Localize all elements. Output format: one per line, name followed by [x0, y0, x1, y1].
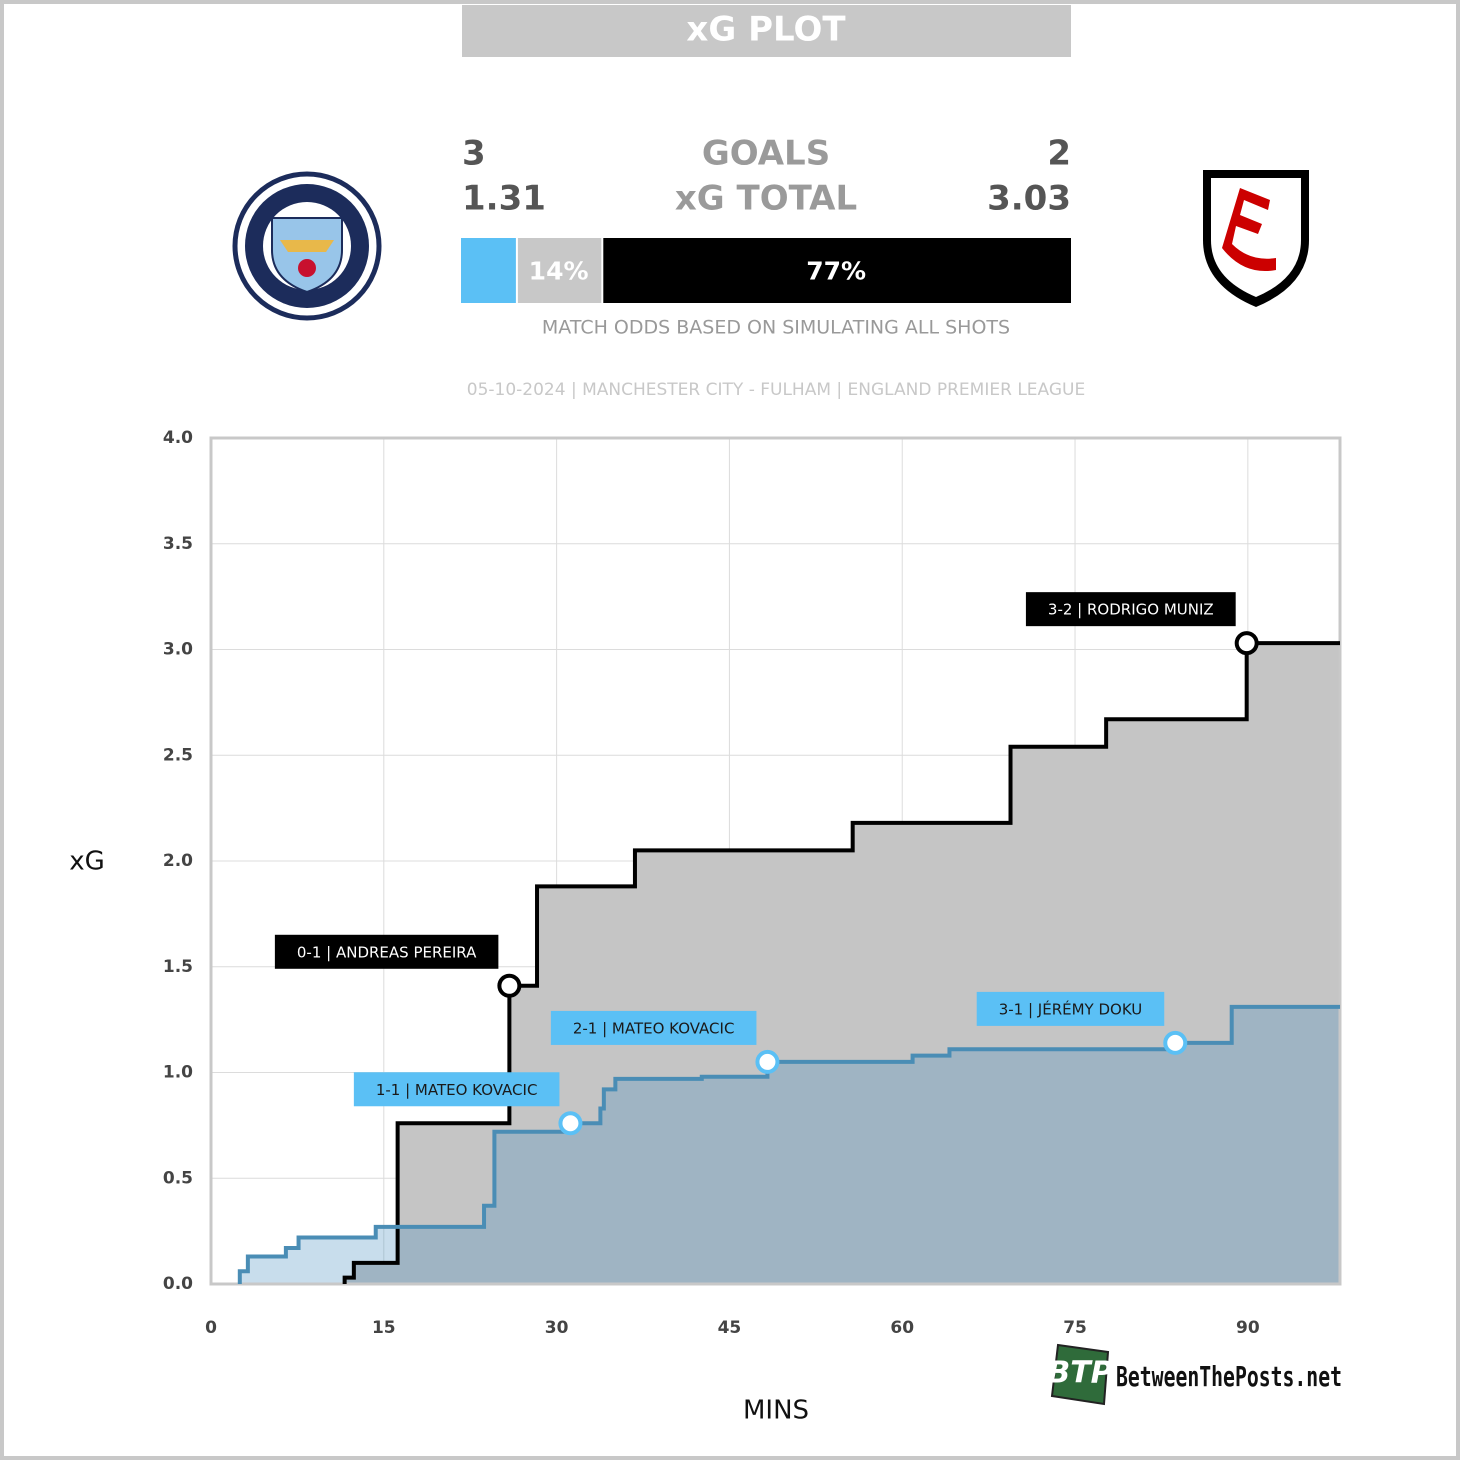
- credit-logo-text: BTP: [1047, 1356, 1112, 1391]
- odds-label: 14%: [529, 257, 589, 286]
- goal-label-box: [976, 991, 1165, 1026]
- goal-label-box: [274, 934, 499, 969]
- x-tick-label: 0: [205, 1318, 217, 1338]
- y-tick-label: 2.0: [163, 851, 193, 871]
- goal-label: 0-1 | ANDREAS PEREIRA: [297, 943, 477, 961]
- goal-label: 2-1 | MATEO KOVACIC: [573, 1019, 735, 1037]
- y-tick-label: 1.0: [163, 1063, 193, 1083]
- odds-segment: [603, 238, 1071, 303]
- y-tick-label: 0.0: [163, 1274, 193, 1294]
- goal-label: 3-2 | RODRIGO MUNIZ: [1048, 601, 1214, 619]
- goals-label: GOALS: [702, 134, 830, 174]
- y-tick-label: 1.5: [163, 957, 193, 977]
- y-tick-label: 4.0: [163, 428, 193, 448]
- home-xg: 1.31: [462, 179, 546, 219]
- goal-label-box: [1025, 592, 1236, 627]
- xg-label: xG TOTAL: [675, 179, 857, 219]
- credit-logo: BTP: [1047, 1343, 1113, 1406]
- x-tick-label: 90: [1236, 1318, 1260, 1338]
- odds-segment: [461, 238, 516, 303]
- x-tick-label: 75: [1063, 1318, 1087, 1338]
- step-line: [237, 1004, 1340, 1284]
- goal-marker: [755, 1049, 780, 1074]
- area: [239, 1006, 1340, 1284]
- goal-marker: [1163, 1030, 1188, 1055]
- goal-label: 3-1 | JÉRÉMY DOKU: [999, 999, 1143, 1018]
- y-tick-label: 3.0: [163, 640, 193, 660]
- y-tick-label: 2.5: [163, 745, 193, 765]
- x-tick-label: 45: [718, 1318, 742, 1338]
- home-goals: 3: [462, 134, 486, 174]
- credit-text: BetweenThePosts.net: [1116, 1360, 1342, 1393]
- odds-segment: [517, 238, 602, 303]
- subtitle: 05-10-2024 | MANCHESTER CITY - FULHAM | …: [467, 380, 1085, 400]
- x-axis-label: MINS: [743, 1396, 809, 1426]
- goal-label: 1-1 | MATEO KOVACIC: [376, 1081, 538, 1099]
- y-tick-label: 3.5: [163, 534, 193, 554]
- away-crest: [1203, 170, 1309, 307]
- chart-title: xG PLOT: [686, 10, 846, 50]
- goal-marker: [558, 1111, 583, 1136]
- away-goals: 2: [1047, 134, 1071, 174]
- goal-label-box: [353, 1072, 560, 1107]
- away-xg: 3.03: [987, 179, 1071, 219]
- step-line: [342, 641, 1340, 1284]
- x-tick-label: 60: [890, 1318, 914, 1338]
- goal-marker: [1234, 631, 1259, 656]
- goal-label-box: [550, 1010, 757, 1045]
- odds-caption: MATCH ODDS BASED ON SIMULATING ALL SHOTS: [542, 317, 1010, 339]
- x-tick-label: 30: [545, 1318, 569, 1338]
- goal-marker: [497, 973, 522, 998]
- y-axis-label: xG: [69, 847, 105, 877]
- x-tick-label: 15: [372, 1318, 396, 1338]
- odds-label: 77%: [806, 257, 866, 286]
- home-crest: [232, 171, 382, 321]
- plot-border: [209, 436, 1342, 1286]
- title-bar: [462, 5, 1071, 57]
- y-tick-label: 0.5: [163, 1168, 193, 1188]
